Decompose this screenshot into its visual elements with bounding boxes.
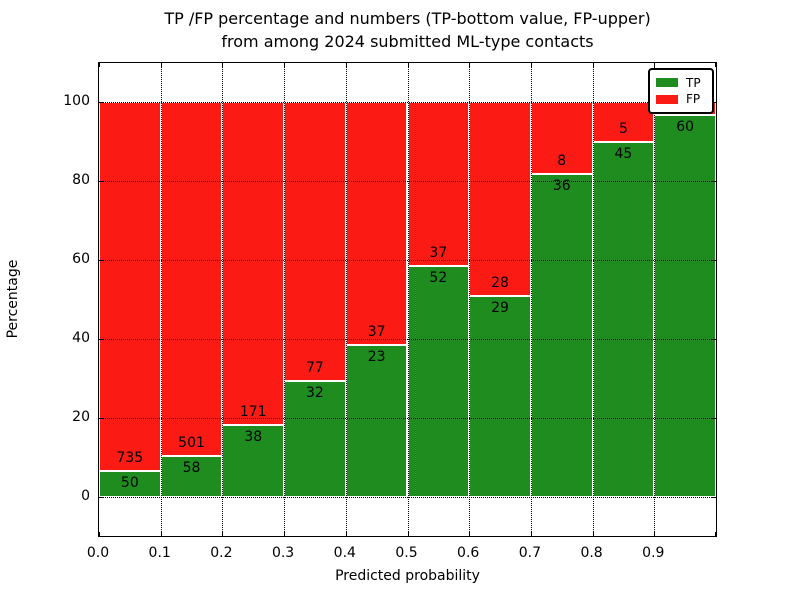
fp-bar-segment bbox=[99, 102, 161, 472]
x-tick-label: 0.9 bbox=[642, 545, 665, 561]
fp-bar-segment bbox=[530, 102, 593, 175]
fp-bar-segment bbox=[592, 102, 655, 142]
x-tick-label: 0.3 bbox=[271, 545, 295, 561]
fp-bar-segment bbox=[160, 102, 223, 456]
legend: TP FP bbox=[648, 68, 714, 114]
horizontal-gridline bbox=[99, 496, 716, 498]
fp-bar-segment bbox=[345, 102, 408, 346]
x-tick-mark bbox=[160, 63, 162, 67]
x-tick-mark bbox=[715, 532, 716, 536]
y-tick-label: 100 bbox=[63, 93, 90, 110]
tp-color-swatch bbox=[656, 78, 678, 88]
x-tick-mark bbox=[715, 63, 716, 67]
y-axis-label: Percentage bbox=[5, 259, 21, 339]
x-tick-mark bbox=[345, 63, 347, 67]
fp-bar-segment bbox=[222, 102, 285, 425]
y-tick-label: 40 bbox=[72, 329, 90, 346]
fp-color-swatch bbox=[656, 94, 678, 104]
tp-bar-segment bbox=[160, 455, 223, 497]
tp-bar-segment bbox=[654, 115, 716, 497]
chart-title: TP /FP percentage and numbers (TP-bottom… bbox=[98, 7, 717, 53]
fp-bar-segment bbox=[469, 102, 531, 297]
x-tick-mark bbox=[592, 532, 594, 536]
plot-area: 735 50 501 58 171 38 77 32 37 23 37 52 28 29 8 36 5 45 60 … bbox=[98, 62, 717, 537]
tp-bar-segment bbox=[592, 141, 655, 497]
y-tick-label: 60 bbox=[72, 251, 90, 268]
x-tick-mark bbox=[160, 532, 162, 536]
y-tick-label: 80 bbox=[72, 172, 90, 189]
y-tick-mark bbox=[99, 496, 103, 498]
tp-bar-segment bbox=[284, 380, 346, 497]
x-tick-label: 0.0 bbox=[86, 545, 110, 561]
y-tick-label: 20 bbox=[72, 408, 90, 425]
fp-bar-segment bbox=[407, 102, 470, 267]
legend-label-fp: FP bbox=[686, 92, 701, 107]
x-tick-label: 0.7 bbox=[518, 545, 542, 561]
x-tick-mark bbox=[654, 532, 656, 536]
x-tick-mark bbox=[345, 532, 347, 536]
y-tick-label: 0 bbox=[81, 487, 90, 504]
chart-title-line1: TP /FP percentage and numbers (TP-bottom… bbox=[164, 9, 651, 28]
x-tick-mark bbox=[469, 63, 471, 67]
x-tick-mark bbox=[407, 63, 409, 67]
x-tick-mark bbox=[530, 532, 532, 536]
x-tick-mark bbox=[222, 532, 224, 536]
chart-title-line2: from among 2024 submitted ML-type contac… bbox=[221, 32, 594, 51]
x-tick-label: 0.8 bbox=[580, 545, 603, 561]
x-tick-mark bbox=[284, 532, 286, 536]
tp-bar-segment bbox=[99, 471, 161, 497]
fp-bar-segment bbox=[284, 102, 346, 381]
x-tick-mark bbox=[530, 63, 532, 67]
legend-entry-fp: FP bbox=[656, 93, 706, 105]
x-axis-label: Predicted probability bbox=[335, 568, 480, 584]
x-tick-label: 0.1 bbox=[148, 545, 171, 561]
x-tick-label: 0.5 bbox=[395, 545, 418, 561]
x-tick-mark bbox=[222, 63, 224, 67]
x-tick-mark bbox=[284, 63, 286, 67]
legend-label-tp: TP bbox=[686, 75, 701, 90]
x-tick-mark bbox=[407, 532, 409, 536]
tp-bar-segment bbox=[469, 296, 531, 497]
x-tick-mark bbox=[99, 63, 100, 67]
tp-bar-segment bbox=[530, 174, 593, 497]
tp-bar-segment bbox=[407, 266, 470, 497]
x-tick-mark bbox=[654, 63, 656, 67]
x-tick-label: 0.4 bbox=[333, 545, 356, 561]
tp-bar-segment bbox=[345, 345, 408, 497]
legend-entry-tp: TP bbox=[656, 77, 706, 89]
tp-bar-segment bbox=[222, 424, 285, 497]
x-tick-label: 0.6 bbox=[457, 545, 480, 561]
x-tick-mark bbox=[592, 63, 594, 67]
y-tick-mark bbox=[712, 496, 716, 498]
x-tick-mark bbox=[469, 532, 471, 536]
x-tick-mark bbox=[99, 532, 100, 536]
x-tick-label: 0.2 bbox=[210, 545, 233, 561]
